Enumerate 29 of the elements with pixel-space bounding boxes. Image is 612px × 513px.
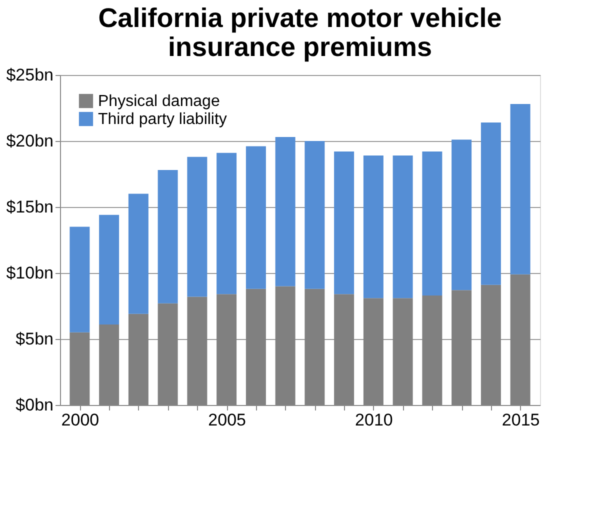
x-tick-label: 2010 <box>355 410 393 430</box>
bar <box>128 194 148 314</box>
bar <box>452 140 472 290</box>
bar <box>334 152 354 294</box>
bar <box>275 137 296 286</box>
legend-label: Third party liability <box>98 111 227 128</box>
chart-title: California private motor vehicle insurance premiums <box>98 3 502 62</box>
bar <box>70 226 90 332</box>
y-tick-label: $10bn <box>6 264 54 282</box>
x-tick-label: 2015 <box>502 410 540 430</box>
y-tick-label: $0bn <box>16 396 54 414</box>
bar <box>304 141 325 289</box>
bar <box>99 214 120 324</box>
x-tick-label: 2005 <box>208 410 246 430</box>
bar <box>480 122 501 285</box>
y-tick-label: $5bn <box>16 330 54 348</box>
bar <box>422 152 442 296</box>
y-tick-label: $15bn <box>6 198 54 216</box>
bar <box>158 170 178 304</box>
bar <box>510 104 530 274</box>
y-tick-label: $25bn <box>6 66 54 84</box>
bar <box>216 152 237 294</box>
bar <box>392 156 413 298</box>
x-tick-label: 2000 <box>61 410 100 430</box>
bar <box>246 146 266 289</box>
legend-label: Physical damage <box>98 93 220 110</box>
y-tick-label: $20bn <box>6 132 54 150</box>
bar <box>187 156 208 297</box>
bar <box>363 156 384 298</box>
